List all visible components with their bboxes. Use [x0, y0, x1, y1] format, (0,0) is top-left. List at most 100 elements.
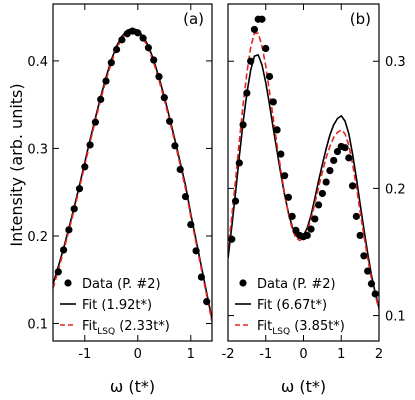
legend-label: Data (P. #2): [257, 277, 336, 292]
legend-label: FitLSQ (3.85t*): [257, 319, 345, 337]
data-point: [235, 159, 243, 167]
data-point: [81, 163, 89, 171]
data-point: [192, 247, 200, 255]
fit-curve: [53, 27, 212, 320]
x-tick-label: -1: [259, 347, 272, 362]
data-point: [171, 142, 179, 150]
y-axis-label: Intensity (arb. units): [7, 83, 26, 246]
data-point: [273, 126, 281, 134]
legend-label-main: Fit: [82, 319, 97, 334]
data-point: [70, 205, 78, 213]
data-point: [231, 197, 240, 205]
data-point: [166, 117, 174, 125]
data-point: [181, 192, 190, 201]
data-point: [134, 29, 142, 37]
data-point: [86, 141, 94, 149]
x-tick-label: 0: [134, 347, 142, 362]
data-point: [155, 73, 163, 81]
legend-label: Fit (6.67t*): [257, 298, 327, 313]
y-tick-label: 0.3: [27, 142, 48, 157]
plot-frame: [52, 3, 213, 342]
data-point: [360, 252, 368, 260]
panel-a: -1 0 1 0.1 0.2 0.3 0.4 ω (t*) (a) Data (P. #2) Fit…: [27, 3, 213, 396]
data-point: [91, 118, 99, 126]
legend-label-sub: LSQ: [97, 327, 115, 337]
x-tick-label: -2: [222, 347, 235, 362]
data-point: [292, 226, 300, 234]
data-point: [250, 25, 259, 34]
data-point: [203, 298, 211, 306]
data-point: [113, 45, 121, 54]
x-tick-label: -1: [78, 347, 91, 362]
data-point: [139, 34, 147, 42]
x-tick-label: 1: [187, 347, 195, 362]
y-tick-label: 0.4: [27, 55, 48, 70]
x-axis-label: ω (t*): [281, 377, 326, 396]
x-tick-label: 2: [375, 347, 383, 362]
legend-label: Data (P. #2): [82, 277, 161, 292]
data-point: [311, 215, 319, 223]
x-axis-label: ω (t*): [110, 377, 155, 396]
data-point: [239, 121, 247, 129]
data-point: [341, 144, 349, 152]
y-tick-label: 0.2: [27, 230, 48, 245]
data-point: [228, 235, 236, 243]
data-point: [352, 212, 360, 220]
legend-label-rest: (2.33t*): [115, 319, 170, 334]
data-point: [326, 166, 334, 175]
data-point: [197, 273, 205, 281]
x-tick-label: 1: [337, 347, 345, 362]
data-point: [187, 220, 195, 229]
legend-marker: [64, 279, 72, 287]
data-point: [322, 178, 330, 186]
data-point: [265, 72, 274, 81]
data-point: [318, 189, 326, 198]
data-point: [243, 89, 251, 97]
data-point: [371, 290, 379, 298]
y-tick-label: 0.1: [27, 317, 48, 332]
data-point: [284, 193, 292, 201]
panel-label: (a): [183, 10, 204, 28]
fit-curve: [228, 54, 379, 309]
data-point: [315, 201, 323, 209]
series-group: [228, 15, 379, 310]
legend-marker: [239, 279, 247, 287]
data-point: [333, 147, 342, 156]
data-point: [258, 15, 266, 23]
data-point: [345, 154, 353, 162]
data-point: [277, 150, 285, 158]
data-point: [150, 56, 158, 64]
data-point: [330, 156, 338, 165]
legend-label-sub: LSQ: [272, 327, 290, 337]
data-point: [367, 280, 376, 288]
data-point: [60, 246, 68, 254]
data-point: [262, 44, 270, 53]
data-point: [144, 44, 152, 52]
data-point: [65, 226, 73, 234]
data-point: [118, 36, 126, 44]
y-tick-label: 0.2: [385, 182, 406, 197]
data-point: [364, 267, 372, 275]
legend-label-main: Fit: [257, 319, 272, 334]
data-point: [54, 268, 62, 276]
data-point: [269, 98, 277, 106]
legend-label: Fit (1.92t*): [82, 298, 152, 313]
panel-b: -2 -1 0 1 2 0.1 0.2 0.3 ω (t*) (b) Data (P. #2) Fit…: [222, 3, 406, 396]
data-point: [160, 94, 168, 102]
data-point: [107, 59, 115, 67]
x-tick-label: 0: [299, 347, 307, 362]
data-point: [102, 77, 110, 85]
data-point: [247, 57, 255, 65]
data-point: [176, 165, 184, 174]
data-point: [303, 231, 311, 240]
data-point: [75, 185, 84, 193]
data-point: [348, 182, 357, 190]
data-point: [307, 225, 315, 233]
legend-label-rest: (3.85t*): [290, 319, 345, 334]
data-point: [288, 212, 296, 220]
data-point: [356, 231, 364, 240]
y-tick-label: 0.3: [385, 55, 406, 70]
data-point: [281, 172, 289, 180]
y-tick-label: 0.1: [385, 310, 406, 325]
